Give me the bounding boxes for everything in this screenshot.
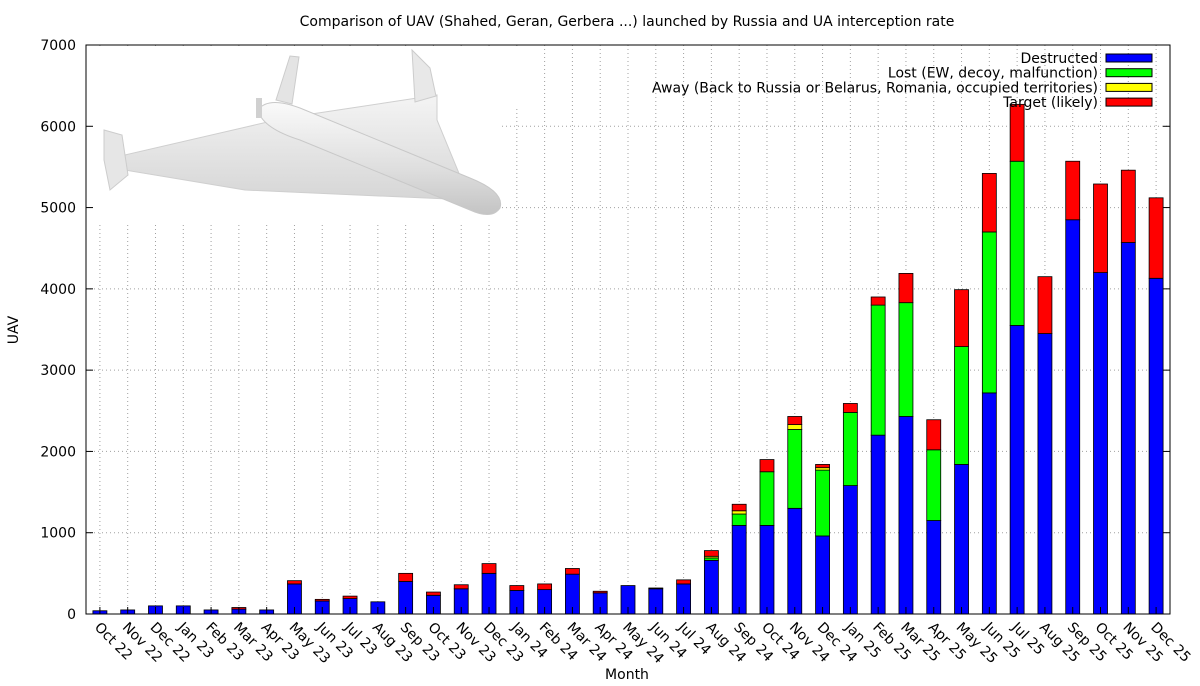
bar-segment [815, 469, 830, 537]
bar-segment [954, 289, 969, 347]
bar-segment [731, 524, 747, 615]
bar-segment [870, 304, 886, 436]
axes [85, 44, 1171, 615]
drone-illustration [86, 46, 521, 222]
bar-segment [926, 520, 942, 615]
legend-label: Lost (EW, decoy, malfunction) [888, 66, 1098, 82]
bar-segment [787, 424, 803, 430]
bar-segment [787, 429, 803, 509]
y-tick-label: 4000 [40, 282, 76, 298]
bar-segment [787, 416, 803, 426]
bar-segment [954, 346, 969, 465]
bar-segment [287, 580, 302, 585]
bar-segment [703, 550, 719, 557]
x-axis-label: Month [605, 667, 649, 683]
bar-segment [676, 579, 691, 585]
bar-segment [870, 296, 886, 306]
bar-segment [1009, 103, 1025, 162]
bar-segment [481, 563, 497, 574]
bar-segment [1009, 160, 1025, 326]
bar-segment [342, 595, 358, 599]
bar-segment [926, 419, 942, 451]
bar-segment [815, 464, 830, 469]
bar-segment [759, 459, 775, 473]
legend-swatch [1105, 82, 1153, 92]
bar-segment [731, 503, 747, 512]
y-tick-label: 0 [67, 607, 76, 623]
bar-segment [426, 591, 441, 596]
bar-segment [898, 302, 914, 417]
bar-segment [1120, 169, 1136, 243]
bar-segment [1093, 183, 1108, 273]
bar-segment [537, 583, 553, 591]
bar-segment [954, 464, 969, 615]
bar-segment [731, 513, 747, 526]
y-tick-labels: 0 1000 2000 3000 4000 5000 6000 7000 [40, 38, 76, 623]
y-axis-label: UAV [6, 315, 22, 344]
y-tick-label: 2000 [40, 444, 76, 460]
bar-segment [870, 434, 886, 615]
bars [92, 103, 1164, 615]
bar-segment [981, 173, 997, 233]
bar-segment [314, 598, 330, 602]
legend-label: Away (Back to Russia or Belarus, Romania… [652, 80, 1098, 96]
bar-segment [509, 585, 525, 591]
legend-swatch [1105, 53, 1153, 63]
bar-segment [815, 535, 830, 615]
y-tick-label: 5000 [40, 201, 76, 217]
bar-segment [898, 273, 914, 304]
bar-segment [1037, 333, 1053, 615]
bar-segment [1148, 277, 1164, 615]
bar-segment [592, 590, 608, 594]
bar-segment [1120, 242, 1136, 615]
bar-segment [898, 416, 914, 615]
bar-segment [565, 568, 580, 575]
bar-segment [787, 507, 803, 615]
legend-label: Target (likely) [1002, 95, 1098, 111]
bar-segment [759, 524, 775, 615]
bar-segment [398, 572, 414, 582]
bar-segment [1148, 197, 1164, 279]
y-tick-label: 6000 [40, 119, 76, 135]
bar-segment [842, 403, 858, 413]
bar-segment [1065, 160, 1081, 221]
chart-title: Comparison of UAV (Shahed, Geran, Gerber… [300, 14, 955, 30]
bar-segment [731, 510, 747, 515]
bar-segment [981, 231, 997, 394]
legend-swatch [1105, 97, 1153, 107]
bar-segment [926, 449, 942, 521]
bar-segment [981, 392, 997, 615]
bar-segment [1065, 219, 1081, 615]
bar-segment [1037, 276, 1053, 334]
y-tick-label: 7000 [40, 38, 76, 54]
legend-label: Destructed [1021, 51, 1099, 67]
bar-segment [759, 471, 775, 526]
bar-segment [648, 587, 664, 590]
y-tick-label: 3000 [40, 363, 76, 379]
bar-segment [842, 485, 858, 615]
y-tick-label: 1000 [40, 526, 76, 542]
bar-segment [1009, 325, 1025, 615]
legend-swatch [1105, 68, 1153, 78]
bar-segment [842, 412, 858, 486]
bar-segment [453, 584, 469, 590]
bar-segment [703, 559, 719, 615]
bar-segment [1093, 272, 1108, 615]
